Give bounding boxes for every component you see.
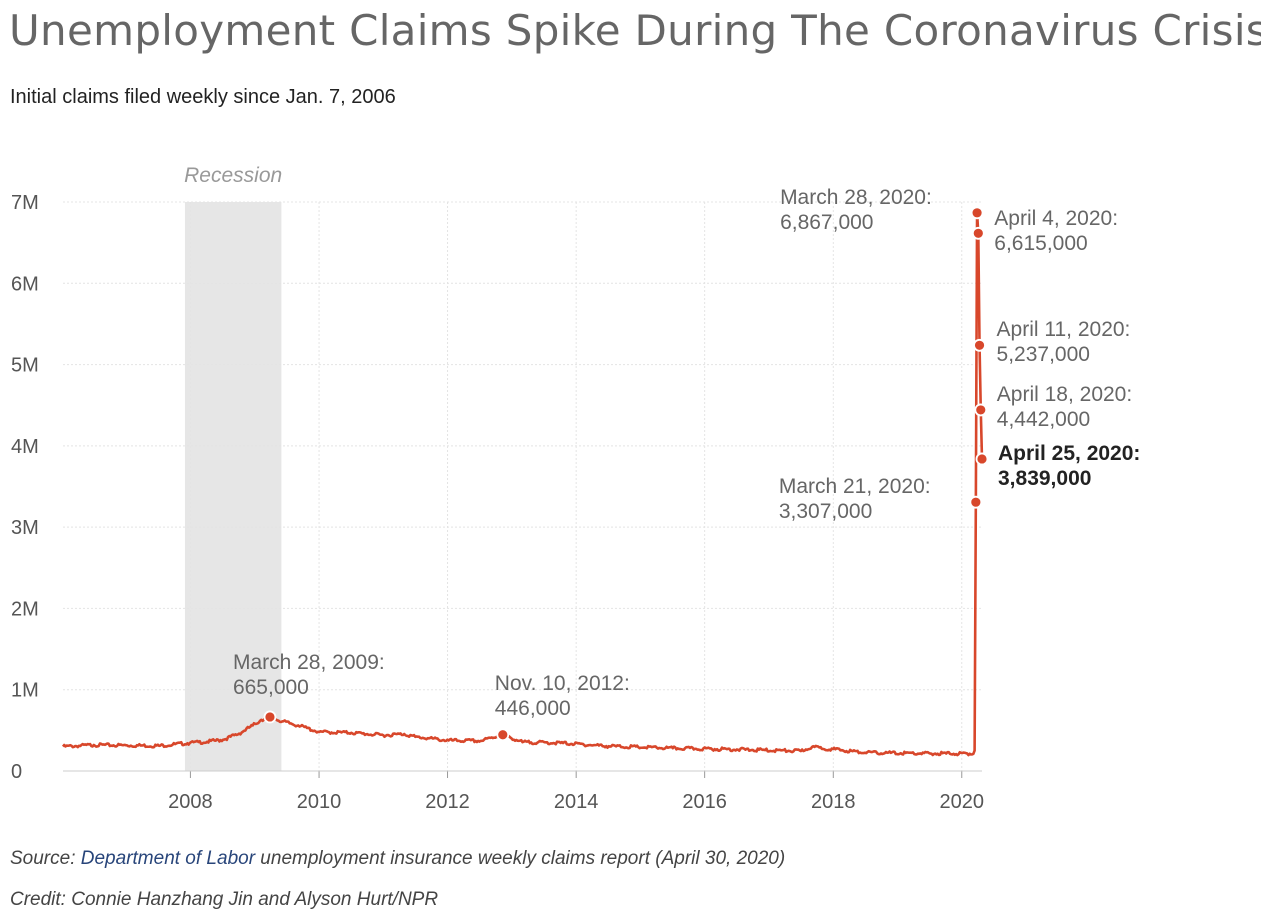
annotation-value-label: 3,307,000 xyxy=(779,500,872,523)
recession-band xyxy=(184,202,282,771)
annotation-point xyxy=(973,338,986,352)
annotation-date-label: April 18, 2020: xyxy=(997,383,1132,406)
y-tick-label: 4M xyxy=(11,436,39,458)
y-tick-label: 6M xyxy=(11,273,39,295)
chart-subtitle: Initial claims filed weekly since Jan. 7… xyxy=(10,86,396,108)
annotation-point xyxy=(975,452,989,466)
y-tick-label: 1M xyxy=(11,680,39,702)
x-tick-label: 2016 xyxy=(682,791,727,813)
chart-title: Unemployment Claims Spike During The Cor… xyxy=(9,6,1261,55)
annotation-value-label: 5,237,000 xyxy=(997,343,1090,366)
x-tick-label: 2012 xyxy=(425,791,470,813)
annotation-value-label: 6,867,000 xyxy=(780,211,873,234)
annotation-value-label: 446,000 xyxy=(495,697,571,720)
annotation-point xyxy=(974,403,988,417)
annotation-date-label: March 28, 2020: xyxy=(780,186,932,209)
annotation-point xyxy=(496,728,510,742)
y-tick-label: 5M xyxy=(11,355,39,377)
annotation-date-label: April 4, 2020: xyxy=(994,207,1118,230)
x-tick-label: 2020 xyxy=(940,791,985,813)
annotation-point xyxy=(263,710,277,724)
annotation-date-label: April 11, 2020: xyxy=(997,318,1131,341)
credit-note: Credit: Connie Hanzhang Jin and Alyson H… xyxy=(10,889,439,910)
annotation-value-label: 665,000 xyxy=(233,676,309,699)
annotation-date-label: March 28, 2009: xyxy=(233,651,385,674)
annotation-date-label: Nov. 10, 2012: xyxy=(495,672,630,695)
department-of-labor-link[interactable]: Department of Labor xyxy=(80,848,256,869)
x-tick-label: 2010 xyxy=(297,791,342,813)
annotation-date-label: April 25, 2020: xyxy=(998,442,1140,465)
unemployment-claims-chart: Recession 0 1M 2M 3M 4M 5M 6M 7M 2008 2010 2012 2014… xyxy=(11,164,1140,813)
x-tick-label: 2018 xyxy=(811,791,856,813)
source-suffix: unemployment insurance weekly claims rep… xyxy=(255,848,786,869)
annotation-value-label: 4,442,000 xyxy=(997,408,1090,431)
x-tick-label: 2008 xyxy=(168,791,213,813)
y-tick-label: 2M xyxy=(11,598,39,620)
annotation-value-label: 3,839,000 xyxy=(998,467,1091,490)
y-tick-label: 0 xyxy=(11,761,22,783)
x-tick-label: 2014 xyxy=(554,791,599,813)
y-tick-label: 7M xyxy=(11,192,39,214)
claims-series-line xyxy=(61,211,984,757)
source-prefix: Source: xyxy=(10,848,81,869)
y-tick-label: 3M xyxy=(11,517,39,539)
annotation-point xyxy=(971,226,985,240)
recession-label: Recession xyxy=(184,164,282,187)
source-note: Source: Department of Labor unemployment… xyxy=(10,848,785,870)
annotation-date-label: March 21, 2020: xyxy=(779,475,931,498)
annotation-value-label: 6,615,000 xyxy=(994,232,1087,255)
annotation-point xyxy=(969,495,983,509)
annotation-point xyxy=(970,206,984,220)
